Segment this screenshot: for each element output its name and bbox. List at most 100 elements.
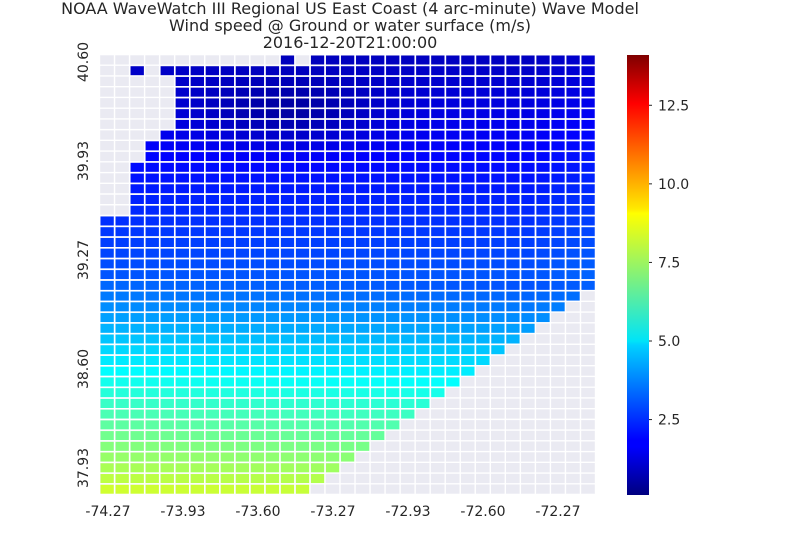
- heatmap-cell: [250, 377, 265, 387]
- heatmap-cell: [100, 302, 114, 312]
- heatmap-cell: [265, 345, 280, 355]
- heatmap-cell: [265, 141, 280, 151]
- heatmap-cell: [310, 76, 325, 87]
- heatmap-cell: [431, 55, 445, 65]
- heatmap-cell: [190, 280, 205, 290]
- heatmap-cell: [325, 237, 340, 248]
- heatmap-cell: [235, 355, 250, 366]
- heatmap-cell: [386, 141, 400, 151]
- heatmap-cell: [115, 420, 129, 430]
- heatmap-cell: [506, 237, 520, 248]
- heatmap-cell: [220, 441, 235, 451]
- heatmap-cell: [340, 119, 355, 130]
- heatmap-cell: [476, 195, 490, 205]
- heatmap-cell: [145, 313, 160, 323]
- heatmap-cell: [175, 195, 190, 205]
- heatmap-cell: [356, 366, 370, 376]
- heatmap-cell: [100, 291, 114, 301]
- heatmap-cell: [310, 55, 325, 65]
- heatmap-cell: [295, 205, 310, 215]
- heatmap-cell: [190, 484, 205, 494]
- heatmap-cell: [581, 130, 595, 140]
- heatmap-cell: [100, 227, 114, 237]
- heatmap-cell: [401, 366, 415, 376]
- heatmap-cell: [416, 76, 430, 87]
- heatmap-cell: [220, 141, 235, 151]
- heatmap-cell: [220, 270, 235, 280]
- heatmap-cell: [175, 452, 190, 462]
- heatmap-cell: [115, 377, 129, 387]
- heatmap-cell: [310, 162, 325, 172]
- heatmap-cell: [295, 484, 310, 494]
- heatmap-cell: [536, 270, 550, 280]
- heatmap-cell: [175, 152, 190, 162]
- heatmap-cell: [536, 291, 550, 301]
- heatmap-cell: [386, 345, 400, 355]
- heatmap-cell: [190, 291, 205, 301]
- heatmap-cell: [476, 280, 490, 290]
- heatmap-cell: [521, 195, 535, 205]
- heatmap-cell: [446, 270, 460, 280]
- heatmap-cell: [566, 152, 580, 162]
- heatmap-cell: [280, 345, 295, 355]
- heatmap-cell: [280, 388, 295, 398]
- heatmap-cell: [566, 66, 580, 76]
- heatmap-cell: [371, 55, 385, 65]
- heatmap-cell: [325, 184, 340, 194]
- heatmap-cell: [431, 237, 445, 248]
- heatmap-cell: [220, 431, 235, 441]
- heatmap-cell: [145, 377, 160, 387]
- heatmap-cell: [250, 302, 265, 312]
- heatmap-cell: [506, 227, 520, 237]
- heatmap-cell: [265, 216, 280, 226]
- heatmap-cell: [325, 248, 340, 258]
- heatmap-cell: [551, 248, 565, 258]
- heatmap-cell: [205, 195, 220, 205]
- heatmap-cell: [280, 195, 295, 205]
- heatmap-cell: [100, 216, 114, 226]
- heatmap-cell: [235, 216, 250, 226]
- heatmap-cell: [401, 141, 415, 151]
- heatmap-cell: [205, 355, 220, 366]
- heatmap-cell: [115, 441, 129, 451]
- heatmap-cell: [250, 409, 265, 419]
- heatmap-cell: [295, 474, 310, 484]
- heatmap-cell: [325, 441, 340, 451]
- heatmap-cell: [190, 313, 205, 323]
- heatmap-cell: [401, 76, 415, 87]
- heatmap-cell: [461, 259, 475, 269]
- heatmap-cell: [295, 291, 310, 301]
- heatmap-cell: [371, 237, 385, 248]
- heatmap-cell: [521, 205, 535, 215]
- heatmap-cell: [401, 130, 415, 140]
- heatmap-cell: [175, 345, 190, 355]
- heatmap-cell: [340, 173, 355, 183]
- heatmap-cell: [175, 313, 190, 323]
- heatmap-cell: [446, 345, 460, 355]
- heatmap-cell: [401, 334, 415, 344]
- heatmap-cell: [115, 366, 129, 376]
- heatmap-cell: [506, 162, 520, 172]
- heatmap-cell: [280, 270, 295, 280]
- heatmap-cell: [235, 87, 250, 97]
- heatmap-cell: [431, 141, 445, 151]
- heatmap-cell: [581, 141, 595, 151]
- heatmap-cell: [476, 76, 490, 87]
- heatmap-cell: [280, 366, 295, 376]
- heatmap-cell: [325, 409, 340, 419]
- heatmap-cell: [386, 398, 400, 409]
- x-tick-label: -72.27: [535, 504, 580, 520]
- heatmap-cell: [310, 184, 325, 194]
- heatmap-cell: [235, 377, 250, 387]
- heatmap-cell: [265, 76, 280, 87]
- heatmap-cell: [205, 87, 220, 97]
- heatmap-cell: [386, 366, 400, 376]
- y-axis: 40.60 39.93 39.27 38.60 37.93: [76, 42, 92, 488]
- heatmap-cell: [401, 227, 415, 237]
- heatmap-cell: [145, 248, 160, 258]
- heatmap-cell: [175, 119, 190, 130]
- heatmap-cell: [220, 302, 235, 312]
- heatmap-cell: [431, 195, 445, 205]
- heatmap-cell: [130, 355, 144, 366]
- heatmap-cell: [220, 227, 235, 237]
